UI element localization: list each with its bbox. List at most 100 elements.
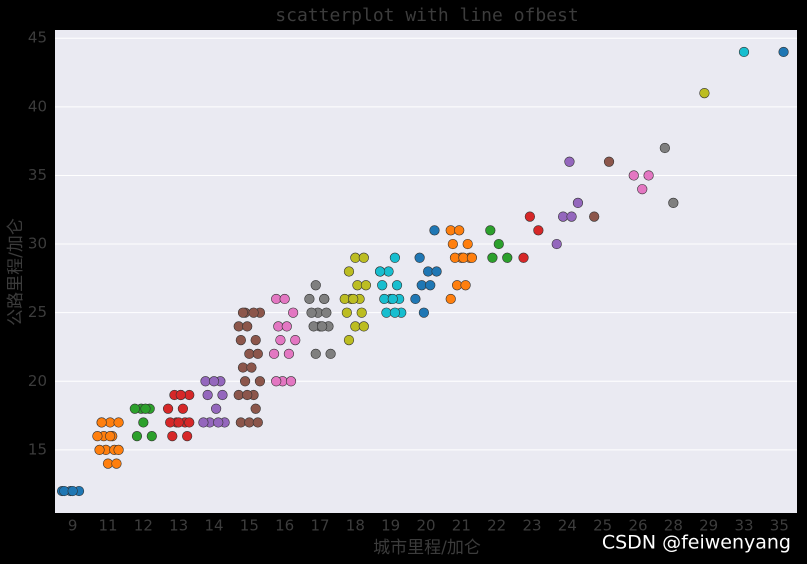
point — [213, 417, 224, 428]
point — [273, 321, 284, 332]
point — [275, 335, 286, 346]
point — [250, 335, 261, 346]
point — [557, 211, 569, 222]
point — [285, 376, 297, 387]
point — [389, 252, 401, 263]
point — [518, 252, 529, 263]
point — [381, 307, 392, 318]
x-tick-label: 21 — [452, 517, 471, 535]
point — [551, 238, 562, 250]
point — [244, 417, 255, 428]
point — [423, 266, 434, 277]
point — [271, 293, 282, 305]
point — [778, 46, 789, 58]
point — [308, 321, 319, 332]
point — [140, 403, 151, 414]
point — [637, 184, 648, 195]
point — [306, 307, 317, 318]
x-tick-label: 35 — [770, 517, 789, 535]
point — [341, 307, 352, 318]
point — [283, 348, 295, 359]
point — [418, 307, 429, 318]
point — [96, 417, 107, 428]
point — [248, 307, 259, 318]
point — [131, 431, 143, 442]
point — [391, 280, 403, 291]
y-tick-label: 45 — [28, 29, 47, 47]
point — [254, 376, 266, 387]
x-tick-label: 29 — [699, 517, 718, 535]
x-tick-label: 13 — [169, 517, 188, 535]
x-tick-label: 18 — [346, 517, 365, 535]
point — [59, 485, 70, 497]
point — [102, 458, 114, 469]
x-tick-label: 12 — [134, 517, 153, 535]
point — [325, 348, 336, 359]
point — [242, 321, 253, 332]
y-tick-label: 40 — [28, 97, 47, 115]
x-tick-label: 25 — [593, 517, 612, 535]
x-tick-label: 19 — [381, 517, 400, 535]
point — [603, 156, 615, 167]
point — [643, 170, 654, 181]
point — [288, 307, 299, 318]
point — [343, 335, 355, 346]
y-tick-label: 35 — [28, 166, 47, 184]
point — [360, 280, 372, 291]
point — [564, 156, 575, 167]
point — [242, 389, 253, 401]
point — [281, 321, 292, 332]
point — [339, 293, 350, 305]
point — [233, 389, 244, 401]
point — [233, 321, 244, 332]
point — [466, 252, 478, 263]
point — [379, 293, 390, 305]
point — [493, 238, 504, 250]
y-tick-label: 15 — [28, 440, 47, 458]
x-tick-label: 15 — [240, 517, 259, 535]
point — [374, 266, 386, 277]
point — [410, 293, 421, 305]
point — [350, 321, 361, 332]
y-tick-label: 20 — [28, 372, 47, 390]
point — [208, 376, 220, 387]
x-tick-label: 28 — [664, 517, 683, 535]
point — [290, 335, 301, 346]
point — [304, 293, 315, 305]
x-tick-label: 22 — [487, 517, 506, 535]
point — [387, 293, 398, 305]
point — [445, 293, 456, 305]
point — [173, 417, 184, 428]
point — [738, 46, 750, 58]
point — [211, 403, 222, 414]
point — [175, 389, 186, 401]
point — [348, 293, 359, 305]
point — [343, 266, 355, 277]
point — [352, 280, 363, 291]
point — [237, 307, 249, 318]
point — [184, 389, 195, 401]
point — [447, 238, 458, 250]
point — [92, 431, 103, 442]
point — [572, 197, 584, 208]
point — [319, 293, 330, 305]
point — [200, 376, 211, 387]
point — [268, 348, 280, 359]
point — [252, 417, 263, 428]
point — [414, 252, 425, 263]
point — [425, 280, 436, 291]
point — [445, 225, 456, 236]
point — [502, 252, 513, 263]
point — [659, 142, 670, 154]
point — [699, 88, 710, 99]
point — [485, 225, 496, 236]
point — [165, 417, 176, 428]
point — [94, 444, 105, 455]
point — [566, 211, 577, 222]
point — [454, 225, 465, 236]
x-tick-label: 24 — [558, 517, 577, 535]
point — [217, 389, 228, 401]
point — [358, 252, 369, 263]
point — [310, 348, 321, 359]
